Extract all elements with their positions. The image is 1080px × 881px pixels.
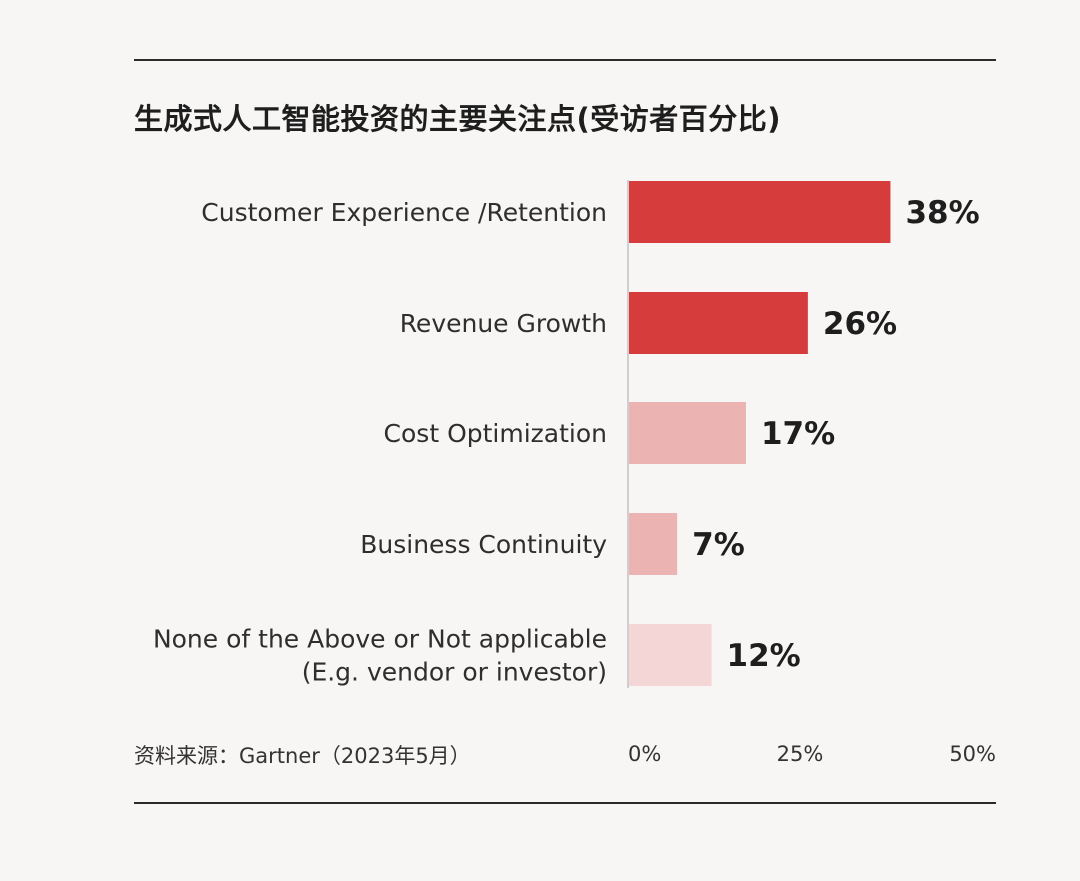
x-tick-label-2: 25% [777, 742, 824, 766]
category-label-5-line-1: None of the Above or Not applicable [153, 625, 607, 654]
value-label-3: 17% [761, 416, 835, 452]
value-label-5: 12% [727, 638, 801, 674]
bottom-rule [134, 802, 996, 804]
chart-title: 生成式人工智能投资的主要关注点(受访者百分比) [134, 102, 782, 136]
category-label-2: Revenue Growth [400, 309, 607, 338]
category-label-1: Customer Experience /Retention [201, 198, 607, 227]
category-label-4: Business Continuity [360, 530, 607, 559]
x-tick-label-1: 0% [628, 742, 661, 766]
source-note: 资料来源：Gartner（2023年5月） [134, 744, 471, 768]
bar-1 [629, 181, 891, 243]
category-label-5-line-2: (E.g. vendor or investor) [302, 658, 607, 687]
bar-3 [629, 402, 746, 464]
bar-2 [629, 292, 808, 354]
value-label-1: 38% [905, 195, 979, 231]
value-label-4: 7% [692, 527, 745, 563]
x-tick-label-3: 50% [949, 742, 996, 766]
category-label-3: Cost Optimization [384, 419, 607, 448]
bar-4 [629, 513, 678, 575]
value-label-2: 26% [823, 306, 897, 342]
bar-5 [629, 624, 712, 686]
top-rule [134, 59, 996, 61]
